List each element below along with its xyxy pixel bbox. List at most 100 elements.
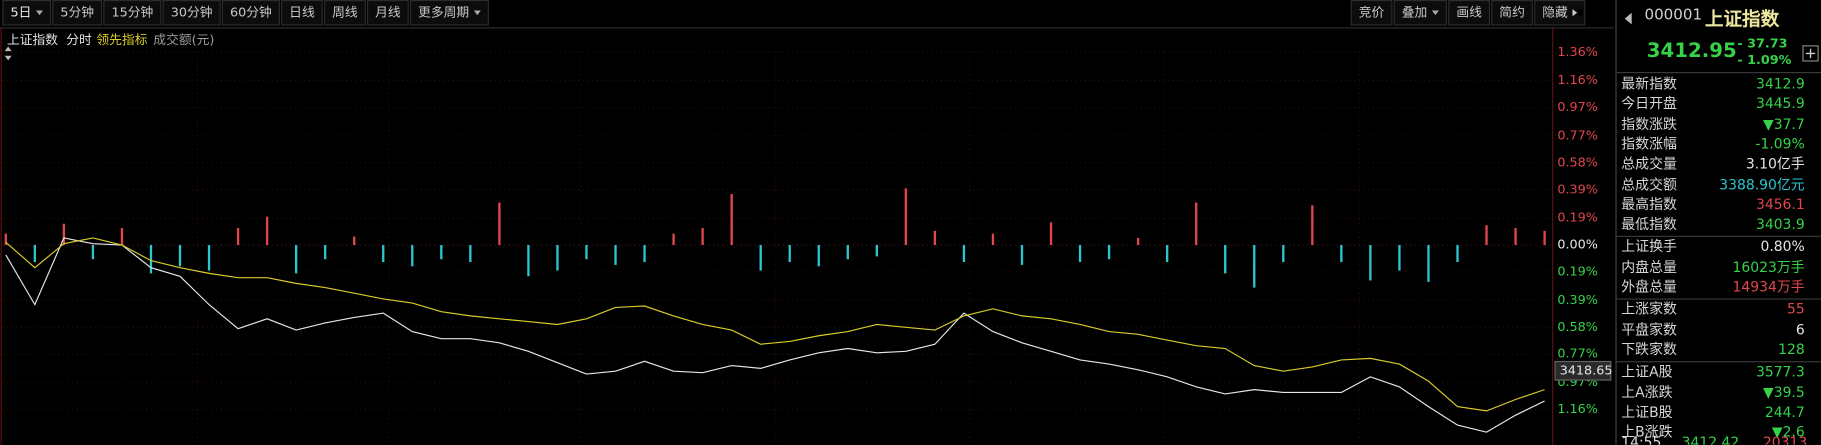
quote-row: 内盘总量 16023万手 <box>1621 257 1804 277</box>
indicator-bar <box>527 245 530 277</box>
quote-row: 上证A股 3577.3 <box>1621 363 1804 383</box>
indicator-bar <box>643 245 646 263</box>
y-tick-label: 0.00% <box>1557 238 1598 253</box>
tool-button[interactable]: 画线 <box>1448 0 1491 26</box>
series-line <box>5 237 1545 412</box>
quote-label: 上证换手 <box>1621 238 1678 255</box>
tick-volume: 20313 <box>1762 434 1808 445</box>
quote-label: 内盘总量 <box>1621 258 1678 275</box>
tool-button[interactable]: 简约 <box>1491 0 1533 26</box>
indicator-bar <box>904 188 908 246</box>
quote-price: 3412.95 <box>1646 39 1737 63</box>
period-label: 周线 <box>332 4 358 20</box>
indicator-bar <box>672 233 675 246</box>
period-tab[interactable]: 5分钟 <box>52 0 103 26</box>
indicator-bar <box>759 245 762 271</box>
indicator-bar <box>440 245 443 260</box>
quote-label: 指数涨跌 <box>1621 115 1678 132</box>
indicator-bar <box>1311 205 1314 246</box>
dropdown-caret <box>473 10 481 16</box>
series-line <box>5 237 1545 433</box>
quote-row: 外盘总量 14934万手 <box>1621 278 1804 298</box>
indicator-bar <box>1107 245 1111 260</box>
quote-label: 上证B股 <box>1621 403 1673 421</box>
period-label: 5分钟 <box>60 4 95 20</box>
indicator-bar <box>236 228 240 246</box>
quote-value: 3577.3 <box>1755 363 1805 380</box>
period-label: 15分钟 <box>111 4 154 20</box>
period-tab[interactable]: 周线 <box>324 0 366 26</box>
tool-label: 画线 <box>1456 4 1482 20</box>
tool-bar: 竞价 叠加 画线 简约 隐藏 <box>1350 0 1587 26</box>
indicator-bar <box>33 245 37 263</box>
quote-value: ▼37.7 <box>1762 115 1805 132</box>
indicator-bar <box>265 216 269 246</box>
prev-arrow[interactable] <box>1624 12 1633 25</box>
indicator-bar <box>1485 225 1488 246</box>
indicator-bar <box>1078 245 1082 263</box>
quote-label: 上涨家数 <box>1621 301 1678 318</box>
period-tab[interactable]: 5日 <box>2 0 52 26</box>
quote-change-pct: - 1.09% <box>1737 52 1792 68</box>
dropdown-caret <box>1431 10 1439 16</box>
quote-label: 指数涨幅 <box>1621 135 1678 153</box>
quote-label: 上证A股 <box>1621 363 1673 380</box>
tool-button[interactable]: 叠加 <box>1393 0 1448 26</box>
quote-label: 上A涨跌 <box>1621 383 1673 401</box>
indicator-bar <box>1020 245 1024 265</box>
add-button[interactable] <box>1802 45 1819 62</box>
period-label: 5日 <box>10 4 32 20</box>
period-tab[interactable]: 月线 <box>366 0 409 26</box>
indicator-bar <box>207 245 211 271</box>
quote-row: 指数涨跌 ▼37.7 <box>1621 115 1804 135</box>
indicator-bar <box>846 245 849 260</box>
period-tab[interactable]: 日线 <box>281 0 323 26</box>
quote-value: 3.10亿手 <box>1745 155 1805 173</box>
y-tick-label: 1.36% <box>1557 45 1598 60</box>
quote-value: 3412.9 <box>1755 75 1805 92</box>
quote-row: 总成交额 3388.90亿元 <box>1621 175 1804 195</box>
tool-button[interactable]: 隐藏 <box>1534 0 1586 26</box>
period-label: 日线 <box>289 4 315 20</box>
tool-button[interactable]: 竞价 <box>1350 0 1393 26</box>
indicator-bar <box>875 245 878 257</box>
tool-label: 简约 <box>1499 4 1525 20</box>
indicator-bar <box>498 202 501 246</box>
quote-row: 下跌家数 128 <box>1621 340 1804 360</box>
quote-row: 上A涨跌 ▼39.5 <box>1621 383 1804 403</box>
period-tab[interactable]: 更多周期 <box>409 0 489 26</box>
indicator-bar <box>1340 245 1343 263</box>
quote-label: 总成交量 <box>1621 155 1678 173</box>
indicator-bar <box>1456 245 1459 263</box>
quote-value: 14934万手 <box>1732 278 1805 295</box>
quote-value: 0.80% <box>1760 238 1805 255</box>
indicator-bar <box>1253 245 1256 288</box>
indicator-bar <box>1543 230 1546 246</box>
quote-row: 今日开盘 3445.9 <box>1621 94 1804 114</box>
separator <box>1616 72 1821 74</box>
period-tab[interactable]: 15分钟 <box>103 0 162 26</box>
indicator-bar <box>1369 245 1372 281</box>
indicator-bar <box>178 245 182 267</box>
indicator-bar <box>324 245 327 260</box>
period-tab[interactable]: 60分钟 <box>221 0 280 26</box>
separator <box>1616 236 1821 238</box>
indicator-bar <box>614 245 617 265</box>
quote-label: 总成交额 <box>1621 175 1678 193</box>
period-bar: 5日 5分钟 15分钟 30分钟 60分钟 日线 周线 月线 更多周期 <box>2 0 490 26</box>
indicator-bar <box>1224 245 1227 274</box>
scroll-marker <box>4 46 12 61</box>
quote-label: 最低指数 <box>1621 216 1678 233</box>
period-tab[interactable]: 30分钟 <box>162 0 221 26</box>
indicator-bar <box>962 245 966 263</box>
y-tick-label: 0.58% <box>1557 320 1598 335</box>
indicator-bar <box>4 233 7 246</box>
indicator-bar <box>585 245 588 260</box>
indicator-bar <box>62 223 66 246</box>
indicator-bar <box>817 245 820 267</box>
quote-label: 平盘家数 <box>1621 321 1678 338</box>
indicator-bar <box>991 233 995 246</box>
price-label-box <box>1554 360 1612 381</box>
quote-row: 平盘家数 6 <box>1621 320 1804 340</box>
